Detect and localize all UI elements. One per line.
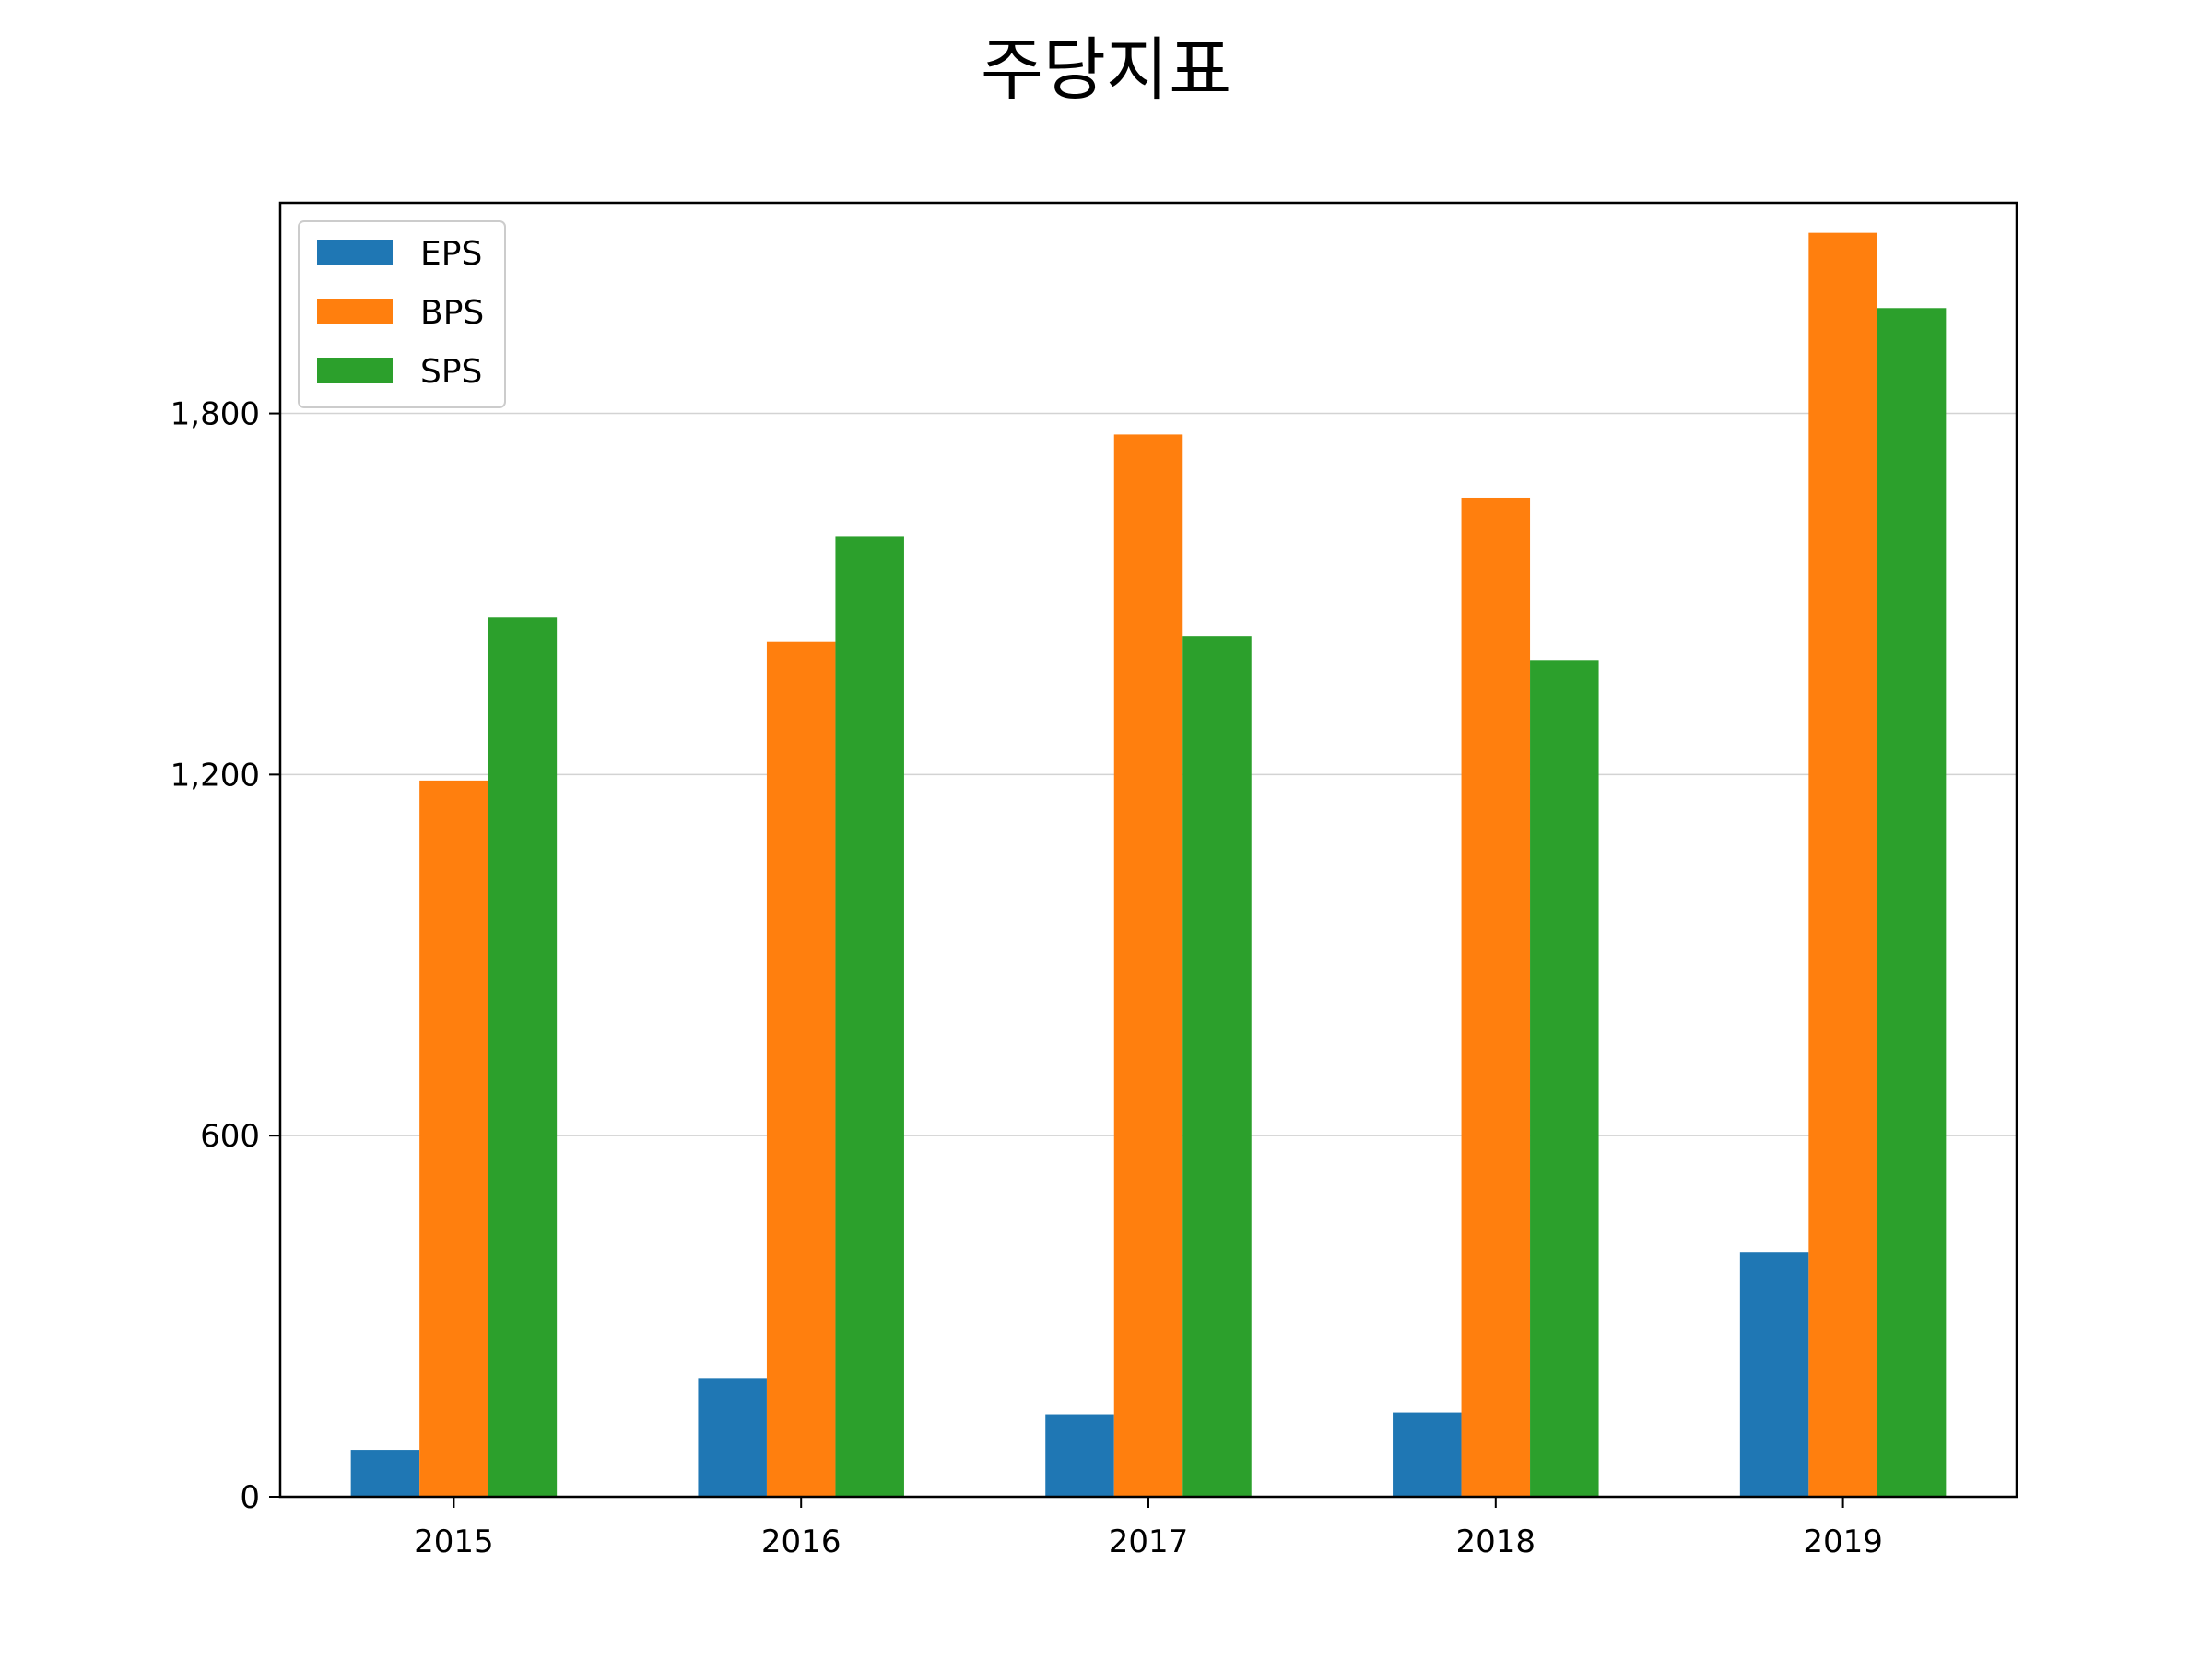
legend: EPS BPS SPS [298, 220, 506, 408]
x-tick-label: 2016 [761, 1524, 841, 1560]
bar-sps-2016 [835, 536, 904, 1497]
bar-bps-2015 [419, 780, 488, 1497]
bar-eps-2017 [1045, 1414, 1114, 1497]
bars [350, 232, 1947, 1498]
bar-eps-2018 [1393, 1412, 1462, 1497]
bar-bps-2017 [1113, 434, 1183, 1497]
bar-sps-2015 [488, 617, 558, 1497]
legend-swatch-bps [317, 299, 393, 324]
bar-eps-2015 [350, 1450, 420, 1497]
legend-label-sps: SPS [420, 353, 482, 391]
y-tick-label: 600 [200, 1118, 260, 1155]
y-tick-label: 1,800 [171, 396, 260, 433]
x-tick-label: 2015 [414, 1524, 494, 1560]
bar-sps-2019 [1877, 308, 1947, 1498]
bar-sps-2017 [1182, 636, 1252, 1497]
legend-label-eps: EPS [420, 235, 482, 273]
x-tick-label: 2017 [1109, 1524, 1189, 1560]
bar-sps-2018 [1530, 660, 1599, 1497]
chart-title: 주당지표 [980, 30, 1232, 110]
legend-swatch-sps [317, 358, 393, 383]
bar-eps-2019 [1739, 1252, 1809, 1497]
bar-bps-2019 [1808, 232, 1877, 1498]
y-tick-label: 1,200 [171, 757, 260, 794]
y-tick-label: 0 [240, 1479, 260, 1516]
legend-swatch-eps [317, 240, 393, 265]
bar-eps-2016 [698, 1378, 767, 1497]
x-tick-label: 2019 [1803, 1524, 1883, 1560]
plot-frame [278, 201, 2018, 1499]
bar-bps-2018 [1461, 497, 1531, 1497]
bar-bps-2016 [766, 641, 836, 1497]
axes: 0 600 1,200 1,800 2015 2016 2017 2018 2019 [171, 201, 2018, 1560]
x-tick-label: 2018 [1456, 1524, 1536, 1560]
legend-label-bps: BPS [420, 294, 484, 332]
